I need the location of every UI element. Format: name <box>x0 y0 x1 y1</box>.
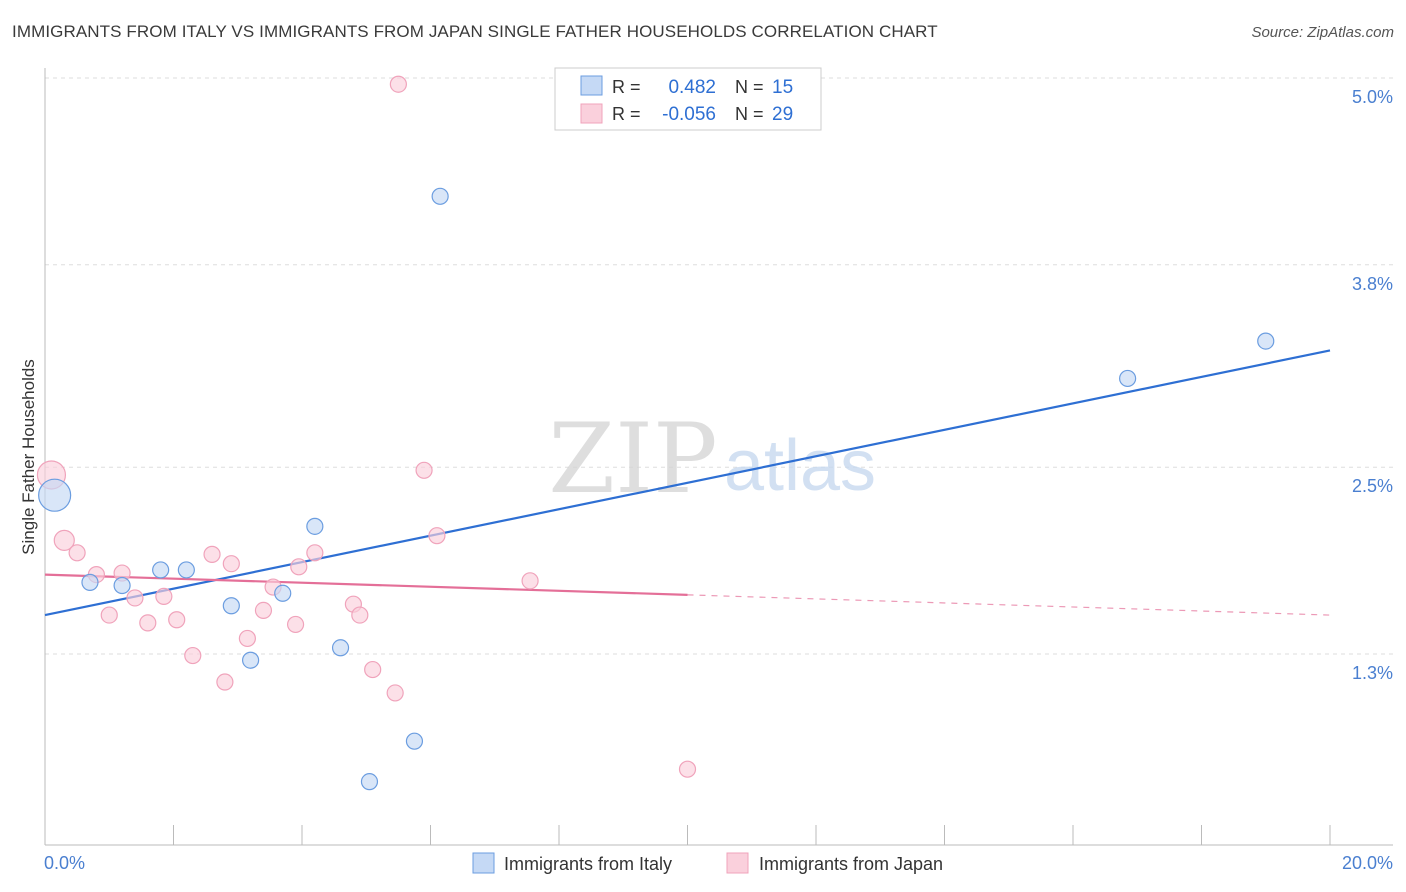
italy-r-label: R = <box>612 77 641 97</box>
japan-n-label: N = <box>735 104 764 124</box>
legend-japan-label: Immigrants from Japan <box>759 854 943 874</box>
italy-point <box>274 584 292 602</box>
japan-point <box>184 646 202 665</box>
japan-point <box>306 544 324 562</box>
italy-point <box>405 732 424 750</box>
legend-japan-swatch <box>726 852 749 874</box>
italy-point <box>1119 369 1137 388</box>
trendlines <box>44 349 1331 617</box>
japan-point <box>168 611 186 629</box>
japan-point <box>139 614 157 632</box>
y-axis-label: Single Father Households <box>19 359 38 555</box>
japan-swatch <box>580 103 603 124</box>
japan-point <box>351 606 369 624</box>
series-legend: Immigrants from Italy Immigrants from Ja… <box>472 852 943 874</box>
italy-point <box>242 651 260 669</box>
italy-point <box>152 561 170 579</box>
italy-trend-line <box>44 349 1331 617</box>
japan-point <box>238 629 256 648</box>
japan-point <box>100 606 118 624</box>
source-credit: Source: ZipAtlas.com <box>1251 24 1394 41</box>
italy-point <box>113 576 131 595</box>
japan-point <box>222 555 240 573</box>
italy-swatch <box>580 75 603 96</box>
japan-point <box>290 558 308 576</box>
japan-point <box>203 545 221 563</box>
japan-point <box>155 587 173 606</box>
japan-point <box>389 75 407 93</box>
italy-r-value: 0.482 <box>668 77 716 98</box>
italy-n-value: 15 <box>772 77 793 98</box>
japan-r-label: R = <box>612 104 641 124</box>
x-tick-label-min: 0.0% <box>44 853 85 873</box>
x-ticks <box>44 825 1331 845</box>
watermark-atlas: atlas <box>724 426 876 506</box>
y-tick-label: 3.8% <box>1352 274 1393 294</box>
legend-italy-label: Immigrants from Italy <box>504 854 672 874</box>
axes <box>44 68 1393 846</box>
italy-point <box>222 597 240 615</box>
gridlines <box>45 77 1393 655</box>
japan-point <box>521 572 539 590</box>
japan-point <box>216 673 234 691</box>
japan-point <box>53 529 75 551</box>
italy-point <box>38 478 72 512</box>
japan-trend-line <box>44 573 688 596</box>
chart-title: IMMIGRANTS FROM ITALY VS IMMIGRANTS FROM… <box>12 22 938 41</box>
italy-point <box>177 561 195 579</box>
japan-n-value: 29 <box>772 104 793 125</box>
japan-r-value: -0.056 <box>662 104 716 125</box>
y-tick-labels: 1.3% 2.5% 3.8% 5.0% <box>1352 87 1393 683</box>
x-tick-label-max: 20.0% <box>1342 853 1393 873</box>
japan-point <box>68 544 86 562</box>
italy-n-label: N = <box>735 77 764 97</box>
japan-point <box>364 660 382 679</box>
italy-point <box>431 187 449 205</box>
stats-legend: R = 0.482 N = 15 R = -0.056 N = 29 <box>554 67 822 131</box>
japan-point <box>415 461 433 479</box>
japan-point <box>286 615 305 634</box>
japan-point <box>386 684 404 702</box>
japan-point <box>126 589 144 607</box>
y-tick-label: 2.5% <box>1352 476 1393 496</box>
italy-point <box>1257 332 1275 350</box>
legend-italy-swatch <box>472 852 495 874</box>
watermark-zip: ZIP <box>548 403 717 515</box>
japan-point <box>254 601 273 620</box>
italy-point <box>360 773 379 791</box>
italy-point <box>81 573 99 591</box>
data-points <box>36 75 1275 791</box>
y-tick-label: 1.3% <box>1352 663 1393 683</box>
italy-point <box>331 639 350 657</box>
y-tick-label: 5.0% <box>1352 87 1393 107</box>
japan-point <box>428 527 446 545</box>
japan-point <box>678 760 697 778</box>
japan-trend-extension <box>687 594 1331 616</box>
italy-point <box>306 517 324 535</box>
